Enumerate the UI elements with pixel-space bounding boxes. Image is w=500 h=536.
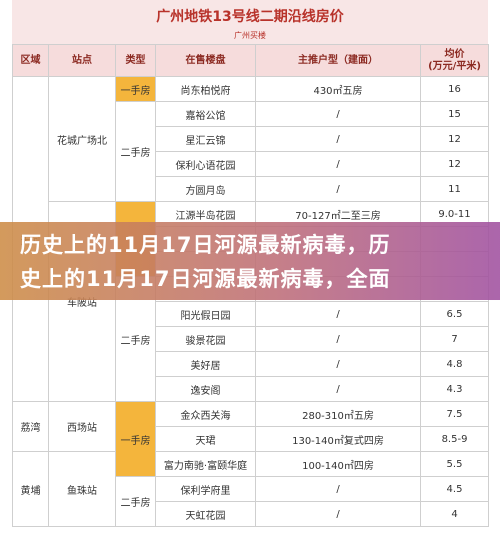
column-header: 在售楼盘 (155, 44, 256, 77)
cell: / (255, 176, 421, 202)
cell: 100-140㎡四房 (255, 451, 421, 477)
title: 广州地铁13号线二期沿线房价 (156, 9, 344, 25)
cell: 12 (420, 126, 489, 152)
type: 二手房 (115, 476, 156, 527)
cell: 美好居 (155, 351, 256, 377)
cell: / (255, 301, 421, 327)
station: 西场站 (48, 401, 116, 452)
row: 天虹花园/4 (13, 501, 489, 527)
cell: / (255, 101, 421, 127)
cell: 5.5 (420, 451, 489, 477)
column-header: 站点 (48, 44, 116, 77)
cell: 尚东柏悦府 (155, 76, 256, 102)
cell: 星汇云锦 (155, 126, 256, 152)
cell: / (255, 151, 421, 177)
banner-line[interactable]: 史上的11月17日河源最新病毒，全面 (20, 267, 391, 291)
cell: / (255, 376, 421, 402)
cell: 嘉裕公馆 (155, 101, 256, 127)
region: 荔湾 (12, 401, 49, 452)
type: 二手房 (115, 101, 156, 202)
cell: 7 (420, 326, 489, 352)
cell: 430㎡五房 (255, 76, 421, 102)
cell: 骏景花园 (155, 326, 256, 352)
cell: 16 (420, 76, 489, 102)
column-header: 类型 (115, 44, 156, 77)
header-line: (万元/平米) (428, 60, 481, 72)
cell: 保利心语花园 (155, 151, 256, 177)
row: 星汇云锦/12 (13, 126, 489, 152)
type: 一手房 (115, 76, 156, 102)
row: 方圆月岛/11 (13, 176, 489, 202)
column-header: 主推户型（建面） (255, 44, 421, 77)
cell: 4.3 (420, 376, 489, 402)
header-line: 均价 (444, 48, 465, 60)
column-header: 区域 (12, 44, 49, 77)
cell: 6.5 (420, 301, 489, 327)
cell: 逸安阁 (155, 376, 256, 402)
cell: 4.8 (420, 351, 489, 377)
cell: 12 (420, 151, 489, 177)
cell: 15 (420, 101, 489, 127)
cell: 280-310㎡五房 (255, 401, 421, 427)
subtitle: 广州买楼 (234, 31, 266, 40)
banner-line[interactable]: 历史上的11月17日河源最新病毒，历 (20, 233, 391, 257)
cell: 天虹花园 (155, 501, 256, 527)
cell: 富力南驰·富颐华庭 (155, 451, 256, 477)
cell: / (255, 351, 421, 377)
row: 黄埔 鱼珠站 富力南驰·富颐华庭 100-140㎡四房 5.5 (12, 451, 489, 527)
cell: 保利学府里 (155, 476, 256, 502)
cell: 金众西关海 (155, 401, 256, 427)
cell: 阳光假日园 (155, 301, 256, 327)
banner[interactable]: 历史上的11月17日河源最新病毒，历 史上的11月17日河源最新病毒，全面 (0, 222, 500, 300)
type: 一手房 (115, 401, 156, 477)
station: 鱼珠站 (48, 451, 116, 527)
cell: 7.5 (420, 401, 489, 427)
column-header: 均价 (万元/平米) (420, 44, 489, 77)
cell: 4 (420, 501, 489, 527)
cell: 11 (420, 176, 489, 202)
title-bar: 广州地铁13号线二期沿线房价 广州买楼 (12, 0, 488, 44)
row: 荔湾 西场站 一手房 金众西关海 280-310㎡五房 7.5 (12, 401, 489, 477)
cell: 8.5-9 (420, 426, 489, 452)
region: 黄埔 (12, 451, 49, 527)
cell: / (255, 126, 421, 152)
cell: / (255, 326, 421, 352)
row: 保利心语花园/12 (13, 151, 489, 177)
station: 花城广场北 (48, 76, 116, 202)
cell: 130-140㎡复式四房 (255, 426, 421, 452)
cell: / (255, 476, 421, 502)
cell: 4.5 (420, 476, 489, 502)
cell: 天珺 (155, 426, 256, 452)
header-row: 区域 站点 类型 在售楼盘 主推户型（建面） 均价 (万元/平米) (12, 44, 489, 77)
cell: / (255, 501, 421, 527)
cell: 方圆月岛 (155, 176, 256, 202)
